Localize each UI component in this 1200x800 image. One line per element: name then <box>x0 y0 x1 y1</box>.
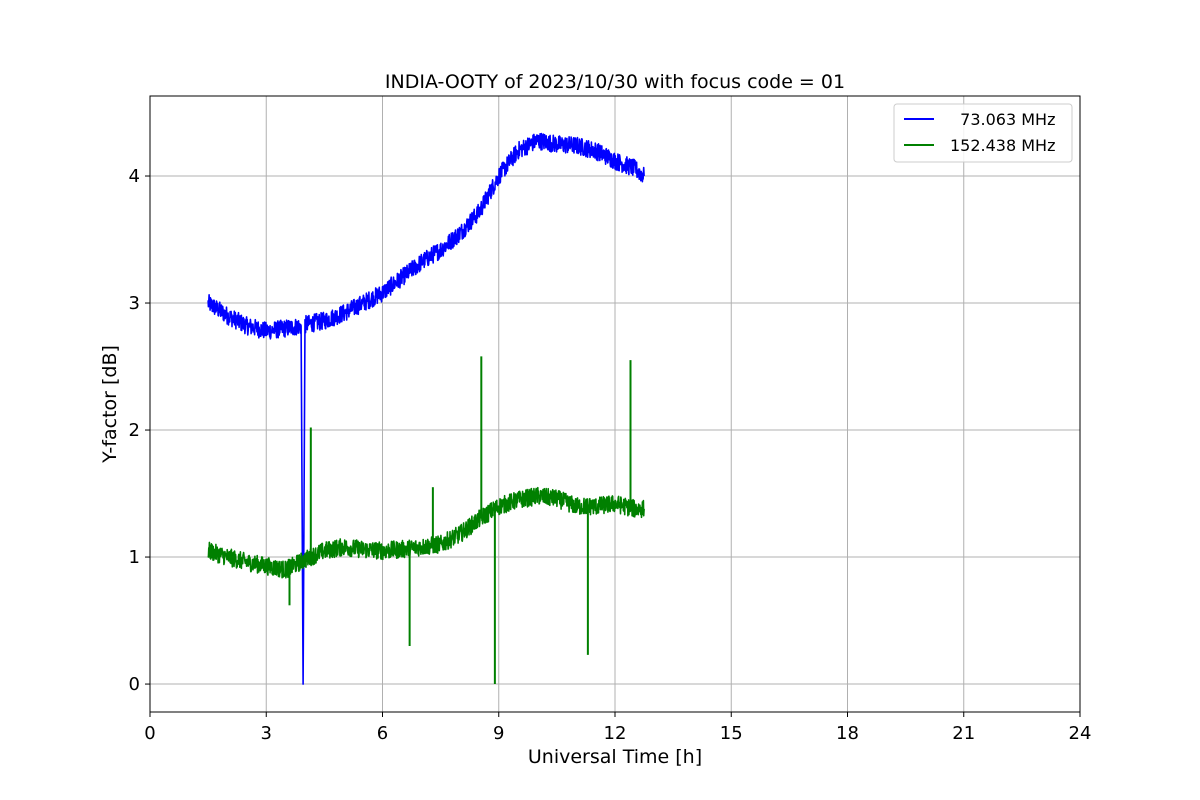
chart-title: INDIA-OOTY of 2023/10/30 with focus code… <box>385 71 845 93</box>
y-tick-label: 0 <box>129 674 140 695</box>
legend-box <box>893 103 1073 163</box>
x-axis-label: Universal Time [h] <box>528 746 702 768</box>
x-tick-label: 18 <box>836 723 859 744</box>
x-tick-label: 3 <box>261 723 272 744</box>
x-tick-label: 24 <box>1069 723 1092 744</box>
legend-label: 73.063 MHz <box>950 110 1055 129</box>
x-tick-label: 21 <box>952 723 975 744</box>
y-tick-label: 2 <box>129 420 140 441</box>
x-tick-label: 0 <box>144 723 155 744</box>
series-line-1 <box>207 486 645 579</box>
y-tick-label: 1 <box>129 547 140 568</box>
x-tick-label: 12 <box>604 723 627 744</box>
legend-label: 152.438 MHz <box>950 136 1055 155</box>
legend: 73.063 MHz 152.438 MHz <box>893 103 1073 163</box>
y-axis-label: Y-factor [dB] <box>99 345 121 464</box>
series-line-0 <box>207 132 645 685</box>
y-tick-label: 3 <box>129 293 140 314</box>
x-tick-label: 6 <box>377 723 388 744</box>
series-layer <box>207 132 645 685</box>
x-tick-label: 15 <box>720 723 743 744</box>
y-tick-label: 4 <box>129 166 140 187</box>
x-tick-label: 9 <box>493 723 504 744</box>
